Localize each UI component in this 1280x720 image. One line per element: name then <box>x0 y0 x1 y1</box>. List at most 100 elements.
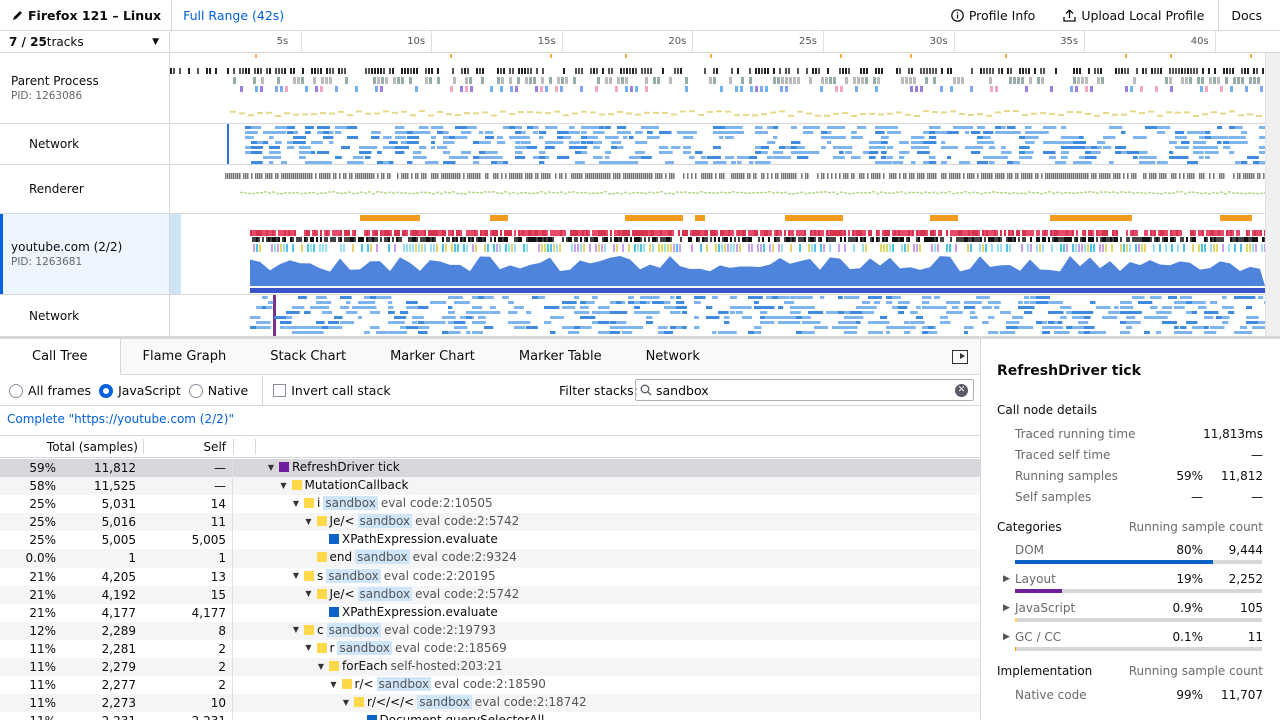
column-divider <box>232 694 233 713</box>
call-tree-row[interactable]: 11% 2,279 2 ▼ forEach self-hosted:203:21 <box>0 658 980 677</box>
timeline-scrollbar[interactable] <box>1265 53 1280 336</box>
radio-native[interactable]: Native <box>188 383 248 398</box>
call-tree-row[interactable]: 21% 4,177 4,177 XPathExpression.evaluate <box>0 603 980 622</box>
network-graph[interactable] <box>170 124 1265 164</box>
self-samples: 10 <box>210 696 226 711</box>
radio-all-frames[interactable]: All frames <box>9 383 91 398</box>
network-graph[interactable] <box>170 295 1265 336</box>
track-label[interactable]: Network <box>0 124 170 164</box>
category-row[interactable]: ▶ JavaScript 0.9% 105 <box>997 599 1263 628</box>
expand-toggle-icon[interactable]: ▼ <box>330 679 337 689</box>
expand-triangle-icon[interactable]: ▶ <box>1003 574 1010 584</box>
expand-toggle-icon[interactable]: ▼ <box>317 661 325 671</box>
track-youtube[interactable]: youtube.com (2/2) PID: 1263681 <box>0 214 1280 295</box>
column-divider[interactable] <box>143 439 144 454</box>
track-network-2[interactable]: Network <box>0 295 1280 336</box>
youtube-activity-graph[interactable] <box>170 214 1265 294</box>
expand-toggle-icon[interactable]: ▼ <box>280 480 287 490</box>
self-samples: 2,231 <box>146 714 226 720</box>
expand-toggle-icon[interactable]: ▼ <box>292 498 300 508</box>
call-tree-row[interactable]: 12% 2,289 8 ▼ c sandbox eval code:2:19793 <box>0 621 980 640</box>
tab-stack-chart[interactable]: Stack Chart <box>270 349 347 364</box>
function-name: XPathExpression.evaluate <box>342 532 498 547</box>
profile-info-button[interactable]: Profile Info <box>937 0 1050 30</box>
call-tree-row[interactable]: 21% 4,205 13 ▼ s sandbox eval code:2:20195 <box>0 567 980 586</box>
column-divider <box>232 621 233 640</box>
call-tree-row[interactable]: 25% 5,005 5,005 XPathExpression.evaluate <box>0 531 980 550</box>
total-samples: 5,005 <box>101 533 136 548</box>
invert-call-stack-checkbox[interactable]: Invert call stack <box>273 383 391 398</box>
parent-process-activity-graph[interactable] <box>170 53 1265 123</box>
call-tree-breadcrumb[interactable]: Complete "https://youtube.com (2/2)" <box>7 412 234 426</box>
expand-toggle-icon[interactable]: ▼ <box>292 571 300 581</box>
call-tree-row[interactable]: 59% 11,812 — ▼ RefreshDriver tick <box>0 459 980 478</box>
upload-profile-button[interactable]: Upload Local Profile <box>1049 0 1218 30</box>
track-network-1[interactable]: Network <box>0 124 1280 165</box>
category-bar <box>1015 589 1262 593</box>
column-self[interactable]: Self <box>203 440 226 454</box>
expand-toggle-icon[interactable]: ▼ <box>305 643 312 653</box>
category-row[interactable]: ▶ Layout 19% 2,252 <box>997 570 1263 599</box>
expand-toggle-icon[interactable]: ▼ <box>305 589 312 599</box>
expand-toggle-icon[interactable]: ▼ <box>292 625 300 635</box>
track-label[interactable]: Parent Process PID: 1263086 <box>0 53 170 123</box>
expand-triangle-icon[interactable]: ▶ <box>1003 632 1010 642</box>
call-tree-row[interactable]: 25% 5,016 11 ▼ Je/< sandbox eval code:2:5742 <box>0 513 980 532</box>
call-tree-row[interactable]: 11% 2,231 2,231 Document.querySelectorAll <box>0 712 980 720</box>
track-name: Renderer <box>29 182 84 196</box>
expand-toggle-icon[interactable]: ▼ <box>267 462 275 472</box>
call-tree-row[interactable]: 11% 2,277 2 ▼ r/< sandbox eval code:2:18590 <box>0 676 980 695</box>
tab-flame-graph[interactable]: Flame Graph <box>142 349 227 364</box>
call-tree[interactable]: 59% 11,812 — ▼ RefreshDriver tick 58% 11,525 — ▼… <box>0 459 980 720</box>
column-total-samples[interactable]: Total (samples) <box>46 440 138 454</box>
call-tree-row[interactable]: 25% 5,031 14 ▼ i sandbox eval code:2:10505 <box>0 495 980 514</box>
implementation-row: Native code 99% 11,707 <box>997 684 1263 705</box>
docs-button[interactable]: Docs <box>1218 0 1280 30</box>
call-tree-row[interactable]: 11% 2,273 10 ▼ r/</</< sandbox eval code:2:187… <box>0 694 980 713</box>
track-parent-process[interactable]: Parent Process PID: 1263086 <box>0 53 1280 124</box>
track-label[interactable]: Network <box>0 295 170 336</box>
detail-label: Running samples <box>1015 469 1118 483</box>
checkbox-icon <box>273 384 287 397</box>
filter-stacks-field[interactable]: ✕ <box>635 379 974 401</box>
track-count-dropdown[interactable]: 7 / 25 tracks ▼ <box>0 31 170 53</box>
total-samples: 2,231 <box>60 714 136 720</box>
call-tree-row[interactable]: 21% 4,192 15 ▼ Je/< sandbox eval code:2:5742 <box>0 585 980 604</box>
clear-icon[interactable]: ✕ <box>955 384 968 397</box>
function-name: end <box>329 550 353 565</box>
column-divider <box>232 639 233 659</box>
renderer-graph[interactable] <box>170 165 1265 213</box>
radio-javascript[interactable]: JavaScript <box>99 383 181 398</box>
total-percent: 12% <box>29 623 56 638</box>
full-range-breadcrumb[interactable]: Full Range (42s) <box>183 7 285 23</box>
implementation-percent: 99% <box>1176 688 1203 702</box>
category-percent: 80% <box>1176 543 1203 557</box>
tab-network[interactable]: Network <box>645 349 700 364</box>
track-label[interactable]: Renderer <box>0 165 170 213</box>
track-pid: PID: 1263681 <box>11 256 83 268</box>
selected-node-title: RefreshDriver tick <box>997 363 1141 379</box>
column-divider[interactable] <box>233 439 234 454</box>
function-name: RefreshDriver tick <box>292 460 400 474</box>
detail-label: Traced running time <box>1015 427 1136 441</box>
expand-triangle-icon[interactable]: ▶ <box>1003 603 1010 613</box>
tab-marker-table[interactable]: Marker Table <box>518 349 602 364</box>
track-renderer[interactable]: Renderer <box>0 165 1280 214</box>
detail-percent: — <box>1191 490 1203 504</box>
radio-icon <box>9 383 23 398</box>
track-label[interactable]: youtube.com (2/2) PID: 1263681 <box>0 214 170 294</box>
profile-name-button[interactable]: Firefox 121 – Linux <box>0 0 173 30</box>
detail-row: Traced self time — <box>997 444 1263 465</box>
sidebar-toggle-icon[interactable] <box>952 350 968 364</box>
function-origin: eval code:2:20195 <box>383 568 496 583</box>
call-tree-row[interactable]: 58% 11,525 — ▼ MutationCallback <box>0 477 980 496</box>
tab-marker-chart[interactable]: Marker Chart <box>390 349 475 364</box>
time-ruler[interactable]: 7 / 25 tracks ▼ 5s 10s 15s 20s 25s 30s 35s 40s <box>0 31 1280 53</box>
filter-stacks-input[interactable] <box>656 382 946 398</box>
expand-toggle-icon[interactable]: ▼ <box>342 697 350 707</box>
expand-toggle-icon[interactable]: ▼ <box>305 516 312 526</box>
category-row[interactable]: ▶ GC / CC 0.1% 11 <box>997 628 1263 657</box>
tab-call-tree[interactable]: Call Tree <box>0 339 121 375</box>
call-tree-row[interactable]: 11% 2,281 2 ▼ r sandbox eval code:2:18569 <box>0 639 980 659</box>
call-tree-row[interactable]: 0.0% 1 1 end sandbox eval code:2:9324 <box>0 549 980 568</box>
